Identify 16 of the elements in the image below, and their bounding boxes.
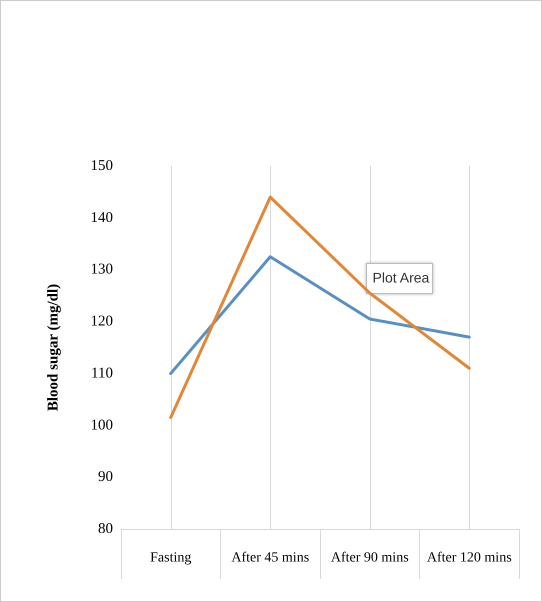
x-tick-label: After 45 mins [231, 550, 310, 566]
y-tick-label: 130 [90, 262, 113, 278]
y-tick-label: 90 [98, 469, 113, 486]
x-tick-label: After 90 mins [330, 550, 409, 566]
y-tick-label: 80 [98, 521, 113, 537]
y-tick-label: 120 [90, 314, 113, 330]
x-tick-label: Fasting [150, 550, 192, 566]
y-tick-label: 140 [90, 210, 113, 226]
x-tick-label: After 120 mins [426, 550, 512, 566]
annotation: Plot Area [372, 270, 430, 286]
y-axis-title: Blood sugar (mg/dl) [46, 284, 62, 412]
y-tick-label: 100 [90, 417, 113, 434]
line-series [169, 255, 471, 375]
y-tick-label: 150 [90, 158, 113, 174]
y-tick-label: 110 [91, 365, 113, 382]
line-series [169, 196, 471, 420]
